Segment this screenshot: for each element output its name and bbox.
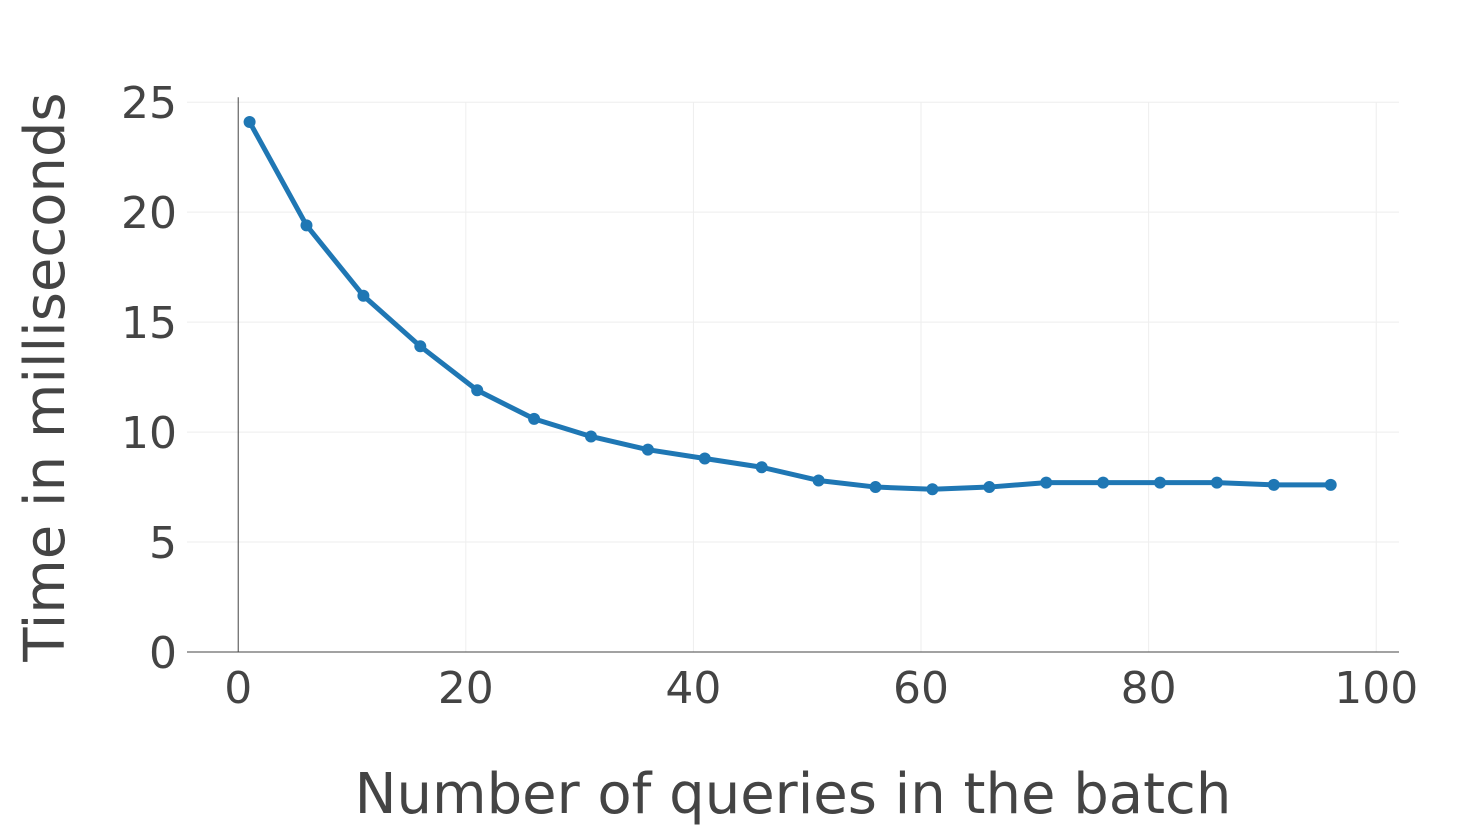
data-point [812,474,825,487]
y-tick-label: 0 [149,628,177,679]
y-tick-label: 20 [121,188,177,239]
x-tick-label: 80 [1121,663,1177,714]
data-point [698,452,711,465]
data-point [869,481,882,494]
x-tick-label: 100 [1334,663,1418,714]
data-point [243,115,256,128]
gridlines [187,101,1399,652]
axes [187,97,1399,653]
data-point [926,483,939,496]
data-point [1267,478,1280,491]
y-tick-label: 25 [121,78,177,129]
y-tick-label: 15 [121,298,177,349]
x-tick-label: 0 [224,663,252,714]
data-point [1040,476,1053,489]
data-point [1097,476,1110,489]
data-point [983,481,996,494]
data-point [1210,476,1223,489]
data-point [585,430,597,443]
tick-labels: 0 5 10 15 20 25 0 20 40 60 80 100 [121,78,1418,714]
data-point [1154,476,1167,489]
y-tick-label: 10 [121,408,177,459]
data-point [1324,478,1337,491]
data-point [300,219,313,232]
data-point [414,340,427,353]
y-axis-title: Time in milliseconds [13,92,78,662]
x-tick-label: 60 [893,663,949,714]
series-layer [243,115,1337,496]
data-point [471,384,484,397]
data-point [528,412,541,425]
data-point [755,461,768,474]
series-line [247,119,1334,492]
y-tick-label: 5 [149,518,177,569]
data-point [357,289,370,302]
x-axis-title: Number of queries in the batch [355,762,1232,827]
x-tick-label: 20 [438,663,494,714]
data-point [641,443,654,456]
x-tick-label: 40 [665,663,721,714]
